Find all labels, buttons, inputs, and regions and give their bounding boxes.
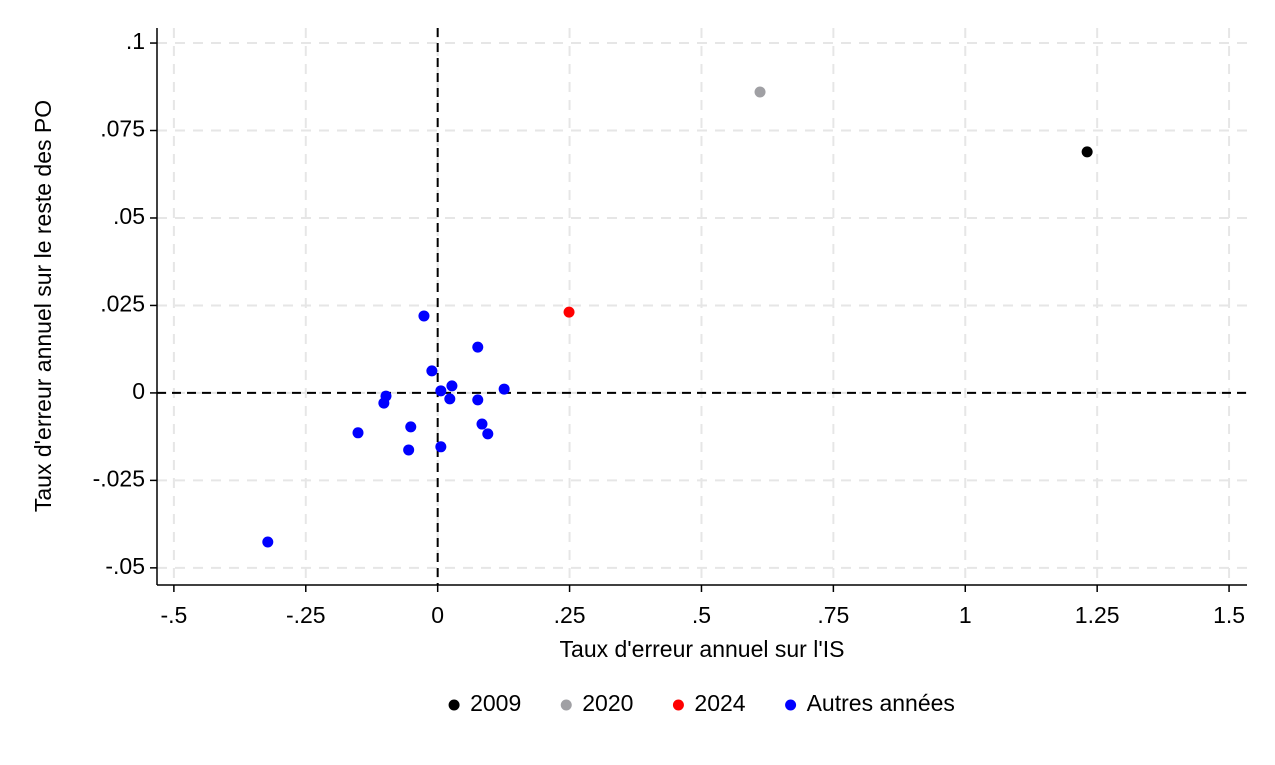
x-tick-label: 1.25 xyxy=(1075,602,1120,628)
legend-label: 2020 xyxy=(582,690,633,716)
point xyxy=(444,393,456,405)
y-tick-label: .1 xyxy=(126,28,145,54)
x-tick-label: 1 xyxy=(959,602,972,628)
point xyxy=(476,418,488,430)
point xyxy=(446,380,458,392)
legend-label: 2009 xyxy=(470,690,521,716)
x-tick-label: 0 xyxy=(431,602,444,628)
point xyxy=(403,444,415,456)
x-tick-label: 1.5 xyxy=(1213,602,1245,628)
x-tick-label: .75 xyxy=(817,602,849,628)
y-tick-label: 0 xyxy=(132,378,145,404)
point xyxy=(563,306,575,318)
point xyxy=(754,86,766,98)
y-tick-label: -.05 xyxy=(105,553,145,579)
x-tick-label: .25 xyxy=(554,602,586,628)
legend-label: 2024 xyxy=(694,690,745,716)
legend-marker xyxy=(560,699,572,711)
y-tick-label: .025 xyxy=(100,291,145,317)
point xyxy=(498,383,510,395)
y-tick-label: .075 xyxy=(100,116,145,142)
point xyxy=(1081,146,1093,158)
point xyxy=(405,421,417,433)
legend-label: Autres années xyxy=(807,690,955,716)
point xyxy=(435,441,447,453)
point xyxy=(435,385,447,397)
x-tick-label: -.5 xyxy=(160,602,187,628)
point xyxy=(262,536,274,548)
legend-marker xyxy=(672,699,684,711)
point xyxy=(472,341,484,353)
point xyxy=(418,310,430,322)
point xyxy=(472,394,484,406)
legend-marker xyxy=(448,699,460,711)
y-tick-label: .05 xyxy=(113,203,145,229)
point xyxy=(426,365,438,377)
x-tick-label: .5 xyxy=(692,602,711,628)
x-tick-label: -.25 xyxy=(286,602,326,628)
point xyxy=(482,428,494,440)
x-axis-title: Taux d'erreur annuel sur l'IS xyxy=(560,636,845,662)
point xyxy=(378,397,390,409)
y-axis-title: Taux d'erreur annuel sur le reste des PO xyxy=(30,100,56,512)
legend-marker xyxy=(785,699,797,711)
point xyxy=(352,427,364,439)
y-tick-label: -.025 xyxy=(93,465,145,491)
